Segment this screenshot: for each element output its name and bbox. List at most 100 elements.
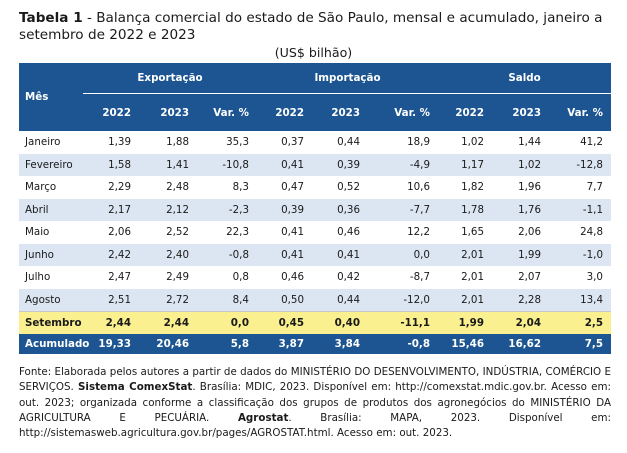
header-exp-2023: 2023 (141, 93, 199, 131)
caption-text: - Balança comercial do estado de São Pau… (19, 10, 603, 43)
value-cell: 22,3 (226, 226, 249, 239)
value-cell: 3,0 (586, 271, 603, 284)
month-cell: Junho (25, 248, 54, 261)
value-cell: 0,50 (281, 293, 304, 306)
value-cell: 0,46 (337, 226, 360, 239)
value-cell: -11,1 (370, 310, 438, 334)
value-cell: 0,41 (281, 158, 304, 171)
value-cell: 10,6 (407, 181, 430, 194)
value-cell: 2,40 (166, 248, 189, 261)
table-row: Julho 2,47 2,49 0,8 0,46 0,42 -8,7 2,01 2,07 3,0 (19, 266, 611, 289)
month-cell: Acumulado (25, 338, 90, 350)
value-cell: 13,4 (580, 293, 603, 306)
value-cell: 2,44 (83, 310, 141, 334)
source-text-3: . Brasília: MAPA, 2023. Disponível em: h… (19, 411, 611, 440)
value-cell: 35,3 (226, 136, 249, 149)
value-cell: 2,28 (518, 293, 541, 306)
value-cell: 1,65 (461, 226, 484, 239)
header-exportacao: Exportação (83, 63, 257, 94)
table-row: Acumulado 19,33 20,46 5,8 3,87 3,84 -0,8 15,46 1… (19, 334, 611, 354)
value-cell: 1,99 (438, 310, 494, 334)
header-saldo: Saldo (438, 63, 611, 94)
header-saldo-2022: 2022 (438, 93, 494, 131)
value-cell: 2,12 (166, 203, 189, 216)
value-cell: 2,42 (108, 248, 131, 261)
month-cell: Março (25, 181, 57, 194)
source-bold-agrostat: Agrostat (237, 411, 289, 424)
month-cell: Maio (25, 226, 50, 239)
table-row: Fevereiro 1,58 1,41 -10,8 0,41 0,39 -4,9 1,17 1,… (19, 153, 611, 176)
value-cell: 12,2 (407, 226, 430, 239)
value-cell: 0,41 (281, 248, 304, 261)
header-imp-2022: 2022 (257, 93, 314, 131)
table-row: Setembro 2,44 2,44 0,0 0,45 0,40 -11,1 1,99 2,04… (19, 310, 611, 334)
value-cell: 0,44 (337, 293, 360, 306)
value-cell: 1,99 (518, 248, 541, 261)
header-imp-2023: 2023 (314, 93, 370, 131)
trade-balance-table: Mês Exportação Importação Saldo 2022 202… (19, 63, 611, 354)
value-cell: 0,0 (199, 310, 257, 334)
unit-label: (US$ bilhão) (274, 45, 353, 60)
value-cell: 0,36 (337, 203, 360, 216)
table-caption: Tabela 1 - Balança comercial do estado d… (19, 10, 619, 44)
value-cell: 2,01 (461, 293, 484, 306)
value-cell: 0,39 (337, 158, 360, 171)
month-cell: Fevereiro (25, 158, 73, 171)
value-cell: 2,07 (518, 271, 541, 284)
value-cell: 0,0 (413, 248, 430, 261)
month-cell: Setembro (19, 310, 83, 334)
value-cell: 0,41 (281, 226, 304, 239)
value-cell: 2,04 (494, 310, 551, 334)
header-saldo-2023: 2023 (494, 93, 551, 131)
table-row: Maio 2,06 2,52 22,3 0,41 0,46 12,2 1,65 2,06 24,8 (19, 221, 611, 244)
value-cell: -4,9 (409, 158, 430, 171)
value-cell: -10,8 (222, 158, 249, 171)
value-cell: 0,45 (257, 310, 314, 334)
value-cell: 3,84 (334, 338, 360, 350)
value-cell: -8,7 (409, 271, 430, 284)
value-cell: 0,41 (337, 248, 360, 261)
value-cell: 8,4 (232, 293, 249, 306)
header-imp-var: Var. % (370, 93, 438, 131)
value-cell: 2,01 (461, 248, 484, 261)
month-cell: Abril (25, 203, 49, 216)
value-cell: 1,78 (461, 203, 484, 216)
value-cell: 1,58 (108, 158, 131, 171)
value-cell: 1,96 (518, 181, 541, 194)
value-cell: 2,44 (141, 310, 199, 334)
value-cell: -1,1 (582, 203, 603, 216)
value-cell: 2,48 (166, 181, 189, 194)
source-bold-comexstat: Sistema ComexStat (78, 381, 193, 394)
value-cell: 18,9 (407, 136, 430, 149)
value-cell: 2,06 (518, 226, 541, 239)
value-cell: 1,76 (518, 203, 541, 216)
value-cell: 24,8 (580, 226, 603, 239)
value-cell: 2,49 (166, 271, 189, 284)
value-cell: 1,02 (518, 158, 541, 171)
value-cell: 15,46 (451, 338, 484, 350)
value-cell: 7,5 (584, 338, 603, 350)
value-cell: 8,3 (232, 181, 249, 194)
value-cell: 0,39 (281, 203, 304, 216)
value-cell: 2,17 (108, 203, 131, 216)
source-text-2: . Brasília: MDIC, 2023. Disponível em: h… (19, 381, 611, 424)
value-cell: 20,46 (156, 338, 189, 350)
value-cell: 5,8 (230, 338, 249, 350)
value-cell: 2,06 (108, 226, 131, 239)
table-row: Junho 2,42 2,40 -0,8 0,41 0,41 0,0 2,01 1,99 -1,0 (19, 243, 611, 266)
value-cell: 7,7 (586, 181, 603, 194)
value-cell: 2,47 (108, 271, 131, 284)
table-row: Agosto 2,51 2,72 8,4 0,50 0,44 -12,0 2,01 2,28 13… (19, 288, 611, 311)
value-cell: 0,37 (281, 136, 304, 149)
table-row: Janeiro 1,39 1,88 35,3 0,37 0,44 18,9 1,02 1,44 4… (19, 131, 611, 154)
header-exp-2022: 2022 (83, 93, 141, 131)
source-note: Fonte: Elaborada pelos autores a partir … (19, 365, 611, 441)
value-cell: 1,88 (166, 136, 189, 149)
value-cell: 0,8 (232, 271, 249, 284)
header-importacao: Importação (257, 63, 438, 94)
value-cell: 1,44 (518, 136, 541, 149)
value-cell: -0,8 (407, 338, 430, 350)
value-cell: 0,47 (281, 181, 304, 194)
month-cell: Agosto (25, 293, 61, 306)
value-cell: 0,42 (337, 271, 360, 284)
